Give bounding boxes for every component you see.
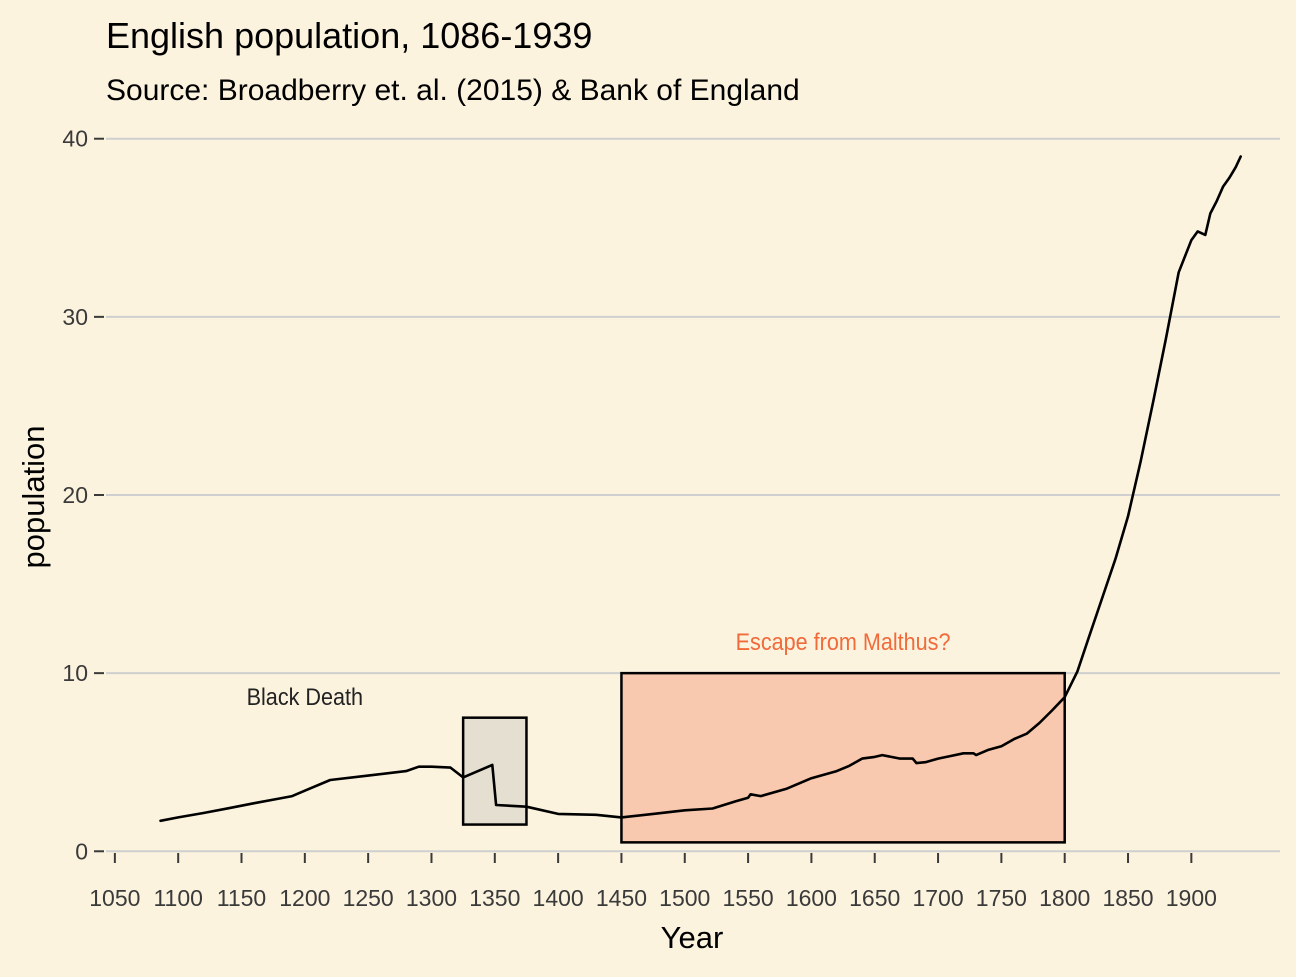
x-tick-label: 1550 xyxy=(723,885,774,911)
x-axis: 1050 1100 1150 1200 1250 1300 1350 1400 1450 1500… xyxy=(89,853,1217,911)
black-death-highlight-rect xyxy=(461,716,528,826)
x-tick-label: 1150 xyxy=(217,885,266,911)
population-series-line xyxy=(159,155,1242,823)
y-tick-label: 10 xyxy=(62,660,88,686)
x-tick-label: 1900 xyxy=(1166,885,1217,911)
black-death-label: Black Death xyxy=(247,683,363,710)
series-lines xyxy=(159,155,1242,823)
chart-title: English population, 1086-1939 xyxy=(106,15,592,56)
x-tick-label: 1450 xyxy=(596,885,647,911)
y-axis-title: population xyxy=(16,425,51,568)
y-tick-label: 30 xyxy=(62,304,88,330)
annotation-labels: Black Death Escape from Malthus? xyxy=(247,628,951,711)
x-axis-title: Year xyxy=(661,920,724,955)
x-tick-label: 1100 xyxy=(153,885,202,911)
y-tick-label: 20 xyxy=(62,482,88,508)
chart-subtitle: Source: Broadberry et. al. (2015) & Bank… xyxy=(106,74,800,107)
x-tick-label: 1250 xyxy=(343,885,394,911)
x-tick-label: 1600 xyxy=(786,885,837,911)
annotation-rects xyxy=(461,671,1066,844)
y-tick-label: 0 xyxy=(75,838,88,864)
malthus-highlight-rect xyxy=(620,671,1066,844)
x-tick-label: 1700 xyxy=(912,885,963,911)
x-tick-label: 1050 xyxy=(89,885,140,911)
malthus-label: Escape from Malthus? xyxy=(736,628,951,655)
x-tick-label: 1350 xyxy=(469,885,520,911)
x-tick-label: 1650 xyxy=(849,885,900,911)
x-tick-label: 1500 xyxy=(659,885,710,911)
x-tick-label: 1400 xyxy=(533,885,584,911)
x-tick-label: 1800 xyxy=(1039,885,1090,911)
y-tick-label: 40 xyxy=(62,126,88,152)
x-tick-label: 1200 xyxy=(279,885,330,911)
grid-lines xyxy=(106,137,1280,853)
x-tick-label: 1750 xyxy=(976,885,1027,911)
x-tick-label: 1850 xyxy=(1102,885,1153,911)
x-tick-label: 1300 xyxy=(406,885,457,911)
y-axis: 0 10 20 30 40 xyxy=(62,126,104,864)
